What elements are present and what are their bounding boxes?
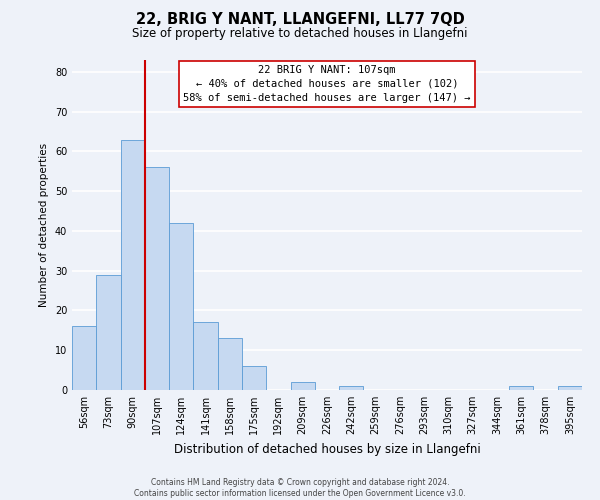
Bar — [218, 338, 242, 390]
Bar — [193, 322, 218, 390]
X-axis label: Distribution of detached houses by size in Llangefni: Distribution of detached houses by size … — [173, 442, 481, 456]
Bar — [169, 223, 193, 390]
Text: Size of property relative to detached houses in Llangefni: Size of property relative to detached ho… — [132, 28, 468, 40]
Bar — [145, 168, 169, 390]
Bar — [290, 382, 315, 390]
Text: Contains HM Land Registry data © Crown copyright and database right 2024.
Contai: Contains HM Land Registry data © Crown c… — [134, 478, 466, 498]
Y-axis label: Number of detached properties: Number of detached properties — [39, 143, 49, 307]
Bar — [72, 326, 96, 390]
Bar — [96, 274, 121, 390]
Bar — [339, 386, 364, 390]
Bar — [558, 386, 582, 390]
Bar — [121, 140, 145, 390]
Bar — [242, 366, 266, 390]
Text: 22, BRIG Y NANT, LLANGEFNI, LL77 7QD: 22, BRIG Y NANT, LLANGEFNI, LL77 7QD — [136, 12, 464, 28]
Bar — [509, 386, 533, 390]
Text: 22 BRIG Y NANT: 107sqm
← 40% of detached houses are smaller (102)
58% of semi-de: 22 BRIG Y NANT: 107sqm ← 40% of detached… — [183, 65, 471, 103]
